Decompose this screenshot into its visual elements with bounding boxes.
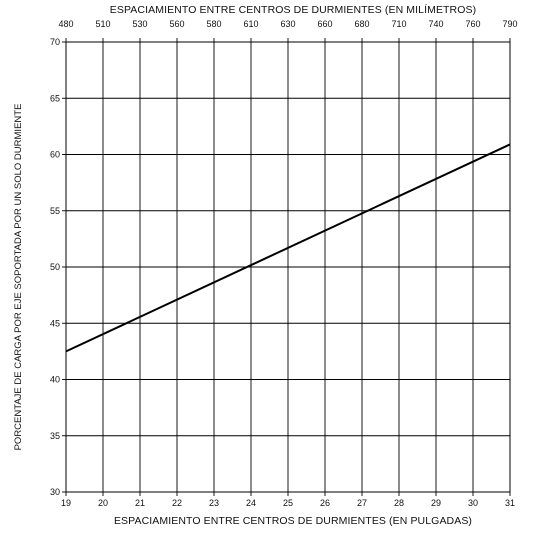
y-tick-label: 40 (50, 375, 60, 385)
x2-tick-label: 610 (243, 19, 258, 29)
y-tick-label: 70 (50, 37, 60, 47)
x-tick-label: 28 (394, 498, 404, 508)
x2-axis-title: ESPACIAMIENTO ENTRE CENTROS DE DURMIENTE… (110, 3, 476, 16)
x2-tick-label: 630 (280, 19, 295, 29)
series-group (65, 143, 511, 353)
y-tick-label: 55 (50, 206, 60, 216)
y-tick-label: 30 (50, 487, 60, 497)
x-tick-label: 27 (357, 498, 367, 508)
x-tick-label: 25 (283, 498, 293, 508)
y-axis-title: PORCENTAJE DE CARGA POR EJE SOPORTADA PO… (13, 104, 24, 451)
y-tick-label: 65 (50, 93, 60, 103)
x2-tick-label: 740 (428, 19, 443, 29)
x2-axis-ticks: 480 510 530 560 580 610 630 660 680 710 740 760 790 (58, 19, 517, 29)
y-tick-label: 35 (50, 431, 60, 441)
y-tick-label: 50 (50, 262, 60, 272)
x-tick-label: 30 (468, 498, 478, 508)
x-tick-label: 24 (246, 498, 256, 508)
y-axis-ticks: 30 35 40 45 50 55 60 65 70 (50, 37, 60, 497)
x2-tick-label: 680 (354, 19, 369, 29)
x-tick-label: 23 (209, 498, 219, 508)
y-tick-label: 60 (50, 150, 60, 160)
x2-tick-label: 530 (132, 19, 147, 29)
x-tick-label: 26 (320, 498, 330, 508)
x-axis-title: ESPACIAMIENTO ENTRE CENTROS DE DURMIENTE… (114, 515, 472, 527)
x-tick-label: 29 (431, 498, 441, 508)
grid (62, 38, 511, 496)
plot-frame (65, 41, 511, 493)
x-tick-label: 31 (505, 498, 515, 508)
x2-tick-label: 760 (465, 19, 480, 29)
x-tick-label: 21 (135, 498, 145, 508)
x-tick-label: 22 (172, 498, 182, 508)
x-tick-label: 20 (98, 498, 108, 508)
x2-tick-label: 790 (502, 19, 517, 29)
x-tick-label: 19 (61, 498, 71, 508)
y-tick-label: 45 (50, 318, 60, 328)
x2-tick-label: 480 (58, 19, 73, 29)
x2-tick-label: 510 (95, 19, 110, 29)
x2-tick-label: 580 (206, 19, 221, 29)
x2-tick-label: 560 (169, 19, 184, 29)
x2-tick-label: 660 (317, 19, 332, 29)
x-axis-ticks: 19 20 21 22 23 24 25 26 27 28 29 30 31 (61, 498, 515, 508)
series-line (65, 143, 511, 353)
x2-tick-label: 710 (391, 19, 406, 29)
